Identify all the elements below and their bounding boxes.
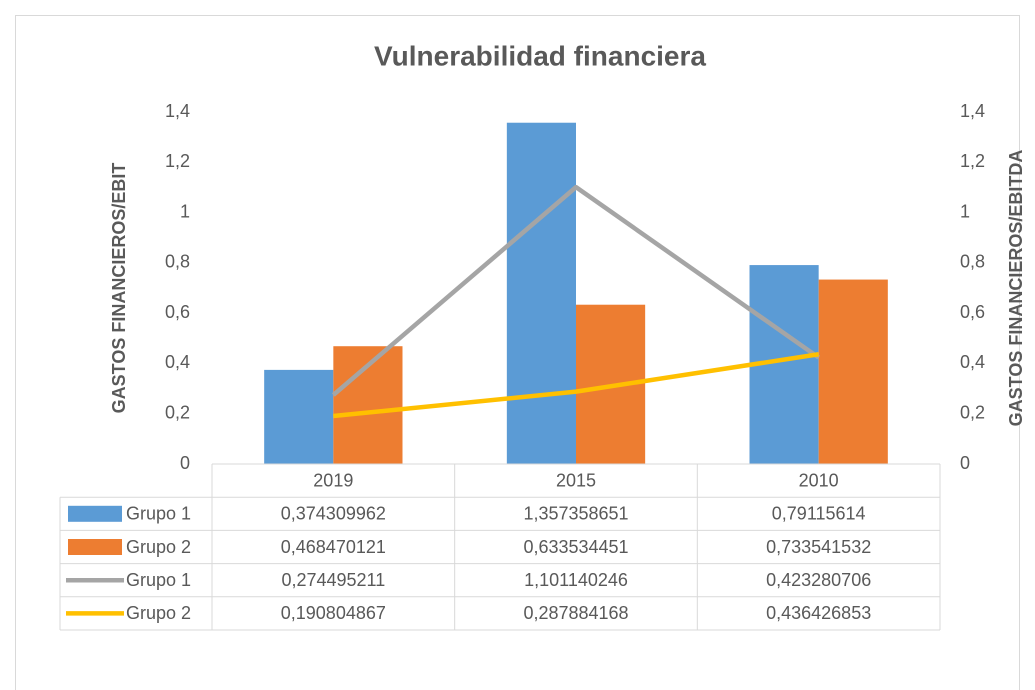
line [333, 352, 820, 419]
y2-axis-label: GASTOS FINANCIEROS/EBITDA [1006, 150, 1026, 427]
y2-tick-label: 1,4 [960, 101, 985, 121]
table-cell: 1,101140246 [524, 570, 628, 590]
y-tick-label: 1 [180, 201, 190, 221]
legend-label: Grupo 2 [126, 603, 191, 623]
table-cell: 0,79115614 [772, 504, 866, 524]
chart-title: Vulnerabilidad financiera [374, 40, 706, 71]
legend-label: Grupo 2 [126, 537, 191, 557]
y-tick-label: 0,4 [165, 352, 190, 372]
x-tick-label: 2010 [799, 470, 839, 490]
legend-key [68, 539, 122, 555]
y2-tick-label: 0 [960, 453, 970, 473]
y-tick-label: 0,6 [165, 302, 190, 322]
table-cell: 0,423280706 [766, 570, 871, 590]
y-tick-label: 0 [180, 453, 190, 473]
y2-tick-label: 0,2 [960, 402, 985, 422]
y-tick-label: 1,4 [165, 101, 190, 121]
y2-tick-label: 0,8 [960, 252, 985, 272]
y2-tick-label: 1 [960, 201, 970, 221]
table-cell: 0,633534451 [523, 537, 628, 557]
table-cell: 0,436426853 [766, 603, 871, 623]
line [331, 184, 820, 397]
table-cell: 0,190804867 [281, 603, 386, 623]
table-cell: 0,468470121 [281, 537, 386, 557]
table-cell: 0,287884168 [523, 603, 628, 623]
table-cell: 0,733541532 [766, 537, 871, 557]
table-cell: 0,274495211 [281, 570, 385, 590]
y-tick-label: 0,2 [165, 402, 190, 422]
x-tick-label: 2015 [556, 470, 596, 490]
y-axis-label: GASTOS FINANCIEROS/EBIT [109, 163, 129, 414]
legend-label: Grupo 1 [126, 504, 191, 524]
table-cell: 1,357358651 [523, 504, 628, 524]
bar [506, 122, 576, 464]
bar [818, 279, 888, 464]
x-tick-label: 2019 [313, 470, 353, 490]
y-tick-label: 1,2 [165, 151, 190, 171]
y-tick-label: 0,8 [165, 252, 190, 272]
y2-tick-label: 0,4 [960, 352, 985, 372]
y2-tick-label: 0,6 [960, 302, 985, 322]
y2-tick-label: 1,2 [960, 151, 985, 171]
bar [264, 369, 334, 464]
legend-key [68, 505, 122, 522]
legend-label: Grupo 1 [126, 570, 191, 590]
table-cell: 0,374309962 [281, 504, 386, 524]
